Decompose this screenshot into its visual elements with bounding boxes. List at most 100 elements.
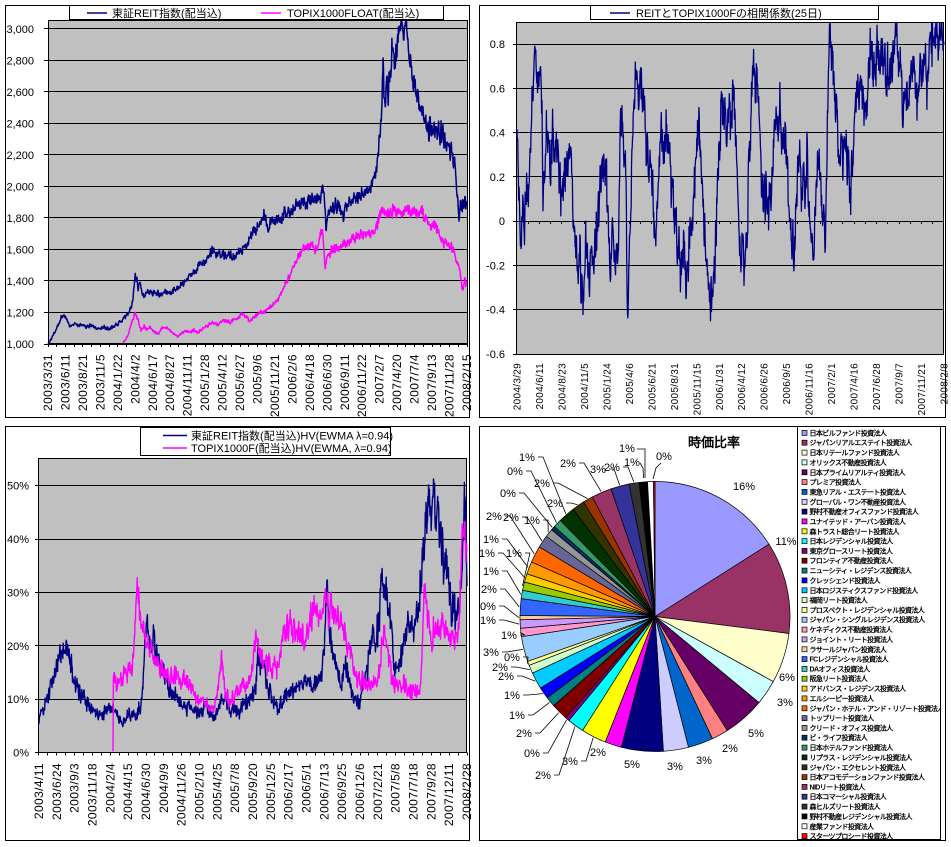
svg-text:3%: 3% bbox=[696, 755, 712, 767]
svg-text:2004/11/11: 2004/11/11 bbox=[181, 354, 195, 416]
svg-text:2005/9/6: 2005/9/6 bbox=[251, 354, 265, 404]
svg-text:2004/8/27: 2004/8/27 bbox=[163, 354, 177, 411]
svg-text:阪急リート投資法人: 阪急リート投資法人 bbox=[810, 674, 869, 683]
svg-text:2006/12/6: 2006/12/6 bbox=[353, 763, 367, 820]
svg-text:2006/5/1: 2006/5/1 bbox=[300, 763, 314, 813]
svg-text:2004/3/29: 2004/3/29 bbox=[513, 363, 524, 410]
svg-text:日本コマーシャル投資法人: 日本コマーシャル投資法人 bbox=[810, 792, 888, 801]
svg-text:2004/11/26: 2004/11/26 bbox=[175, 763, 189, 826]
svg-text:-0.6: -0.6 bbox=[486, 349, 505, 361]
svg-text:時価比率: 時価比率 bbox=[688, 435, 740, 450]
svg-text:2005/8/31: 2005/8/31 bbox=[670, 363, 681, 410]
svg-text:ジャパン・ホテル・アンド・リゾート投資法人: ジャパン・ホテル・アンド・リゾート投資法人 bbox=[810, 704, 946, 713]
svg-text:野村不動産レジデンシャル投資法人: 野村不動産レジデンシャル投資法人 bbox=[810, 812, 914, 821]
svg-text:2%: 2% bbox=[486, 511, 502, 523]
svg-text:2005/1/24: 2005/1/24 bbox=[602, 363, 613, 410]
svg-text:1%: 1% bbox=[619, 443, 635, 455]
svg-text:2007/11/28: 2007/11/28 bbox=[443, 354, 457, 417]
svg-text:2%: 2% bbox=[560, 458, 576, 470]
svg-text:ジャパンリアルエステイト投資法人: ジャパンリアルエステイト投資法人 bbox=[810, 438, 914, 447]
svg-text:2007/11/21: 2007/11/21 bbox=[917, 363, 928, 415]
svg-text:2%: 2% bbox=[547, 498, 563, 510]
svg-text:2,400: 2,400 bbox=[6, 118, 34, 130]
svg-text:2%: 2% bbox=[492, 662, 508, 674]
svg-text:グローバル・ワン不動産投資法人: グローバル・ワン不動産投資法人 bbox=[810, 497, 908, 506]
svg-text:2004/4/15: 2004/4/15 bbox=[121, 763, 135, 820]
svg-text:0.2: 0.2 bbox=[490, 172, 505, 184]
svg-text:2005/7/8: 2005/7/8 bbox=[228, 763, 242, 813]
svg-text:2007/9/13: 2007/9/13 bbox=[425, 354, 439, 411]
svg-text:プロスペクト・レジデンシャル投資法人: プロスペクト・レジデンシャル投資法人 bbox=[810, 605, 926, 614]
svg-text:1%: 1% bbox=[479, 548, 495, 560]
svg-text:0%: 0% bbox=[500, 488, 516, 500]
svg-text:2007/2/1: 2007/2/1 bbox=[827, 363, 838, 404]
svg-text:2007/6/28: 2007/6/28 bbox=[872, 363, 883, 410]
svg-text:2005/4/25: 2005/4/25 bbox=[210, 763, 224, 820]
svg-text:2006/2/6: 2006/2/6 bbox=[285, 354, 299, 404]
svg-text:2004/6/17: 2004/6/17 bbox=[146, 354, 160, 411]
svg-text:0%: 0% bbox=[480, 601, 496, 613]
svg-text:ラサールジャパン投資法人: ラサールジャパン投資法人 bbox=[810, 645, 888, 654]
svg-text:1%: 1% bbox=[480, 615, 496, 627]
svg-text:1%: 1% bbox=[506, 548, 522, 560]
svg-text:日本レジデンシャル投資法人: 日本レジデンシャル投資法人 bbox=[810, 537, 895, 546]
svg-text:2004/2/4: 2004/2/4 bbox=[103, 763, 117, 813]
svg-text:ジョイント・リート投資法人: ジョイント・リート投資法人 bbox=[810, 635, 895, 644]
svg-text:ジャパン・エクセレント投資法人: ジャパン・エクセレント投資法人 bbox=[810, 763, 908, 772]
svg-text:2006/9/5: 2006/9/5 bbox=[782, 363, 793, 404]
svg-text:森ヒルズリート投資法人: 森ヒルズリート投資法人 bbox=[810, 802, 882, 811]
svg-text:1%: 1% bbox=[483, 566, 499, 578]
svg-text:2006/11/16: 2006/11/16 bbox=[805, 363, 816, 415]
svg-text:5%: 5% bbox=[748, 728, 764, 740]
svg-text:アドバンス・レジデンス投資法人: アドバンス・レジデンス投資法人 bbox=[810, 684, 908, 693]
svg-text:2,200: 2,200 bbox=[6, 150, 34, 162]
svg-text:2003/8/21: 2003/8/21 bbox=[76, 354, 90, 411]
svg-text:0%: 0% bbox=[507, 466, 523, 478]
svg-text:2005/12/5: 2005/12/5 bbox=[264, 763, 278, 820]
svg-text:3%: 3% bbox=[777, 697, 793, 709]
svg-text:REITとTOPIX1000Fの相関係数(25日): REITとTOPIX1000Fの相関係数(25日) bbox=[636, 7, 822, 20]
svg-text:2003/6/11: 2003/6/11 bbox=[59, 354, 73, 410]
svg-text:3%: 3% bbox=[562, 756, 578, 768]
svg-text:30%: 30% bbox=[7, 587, 29, 599]
svg-text:3%: 3% bbox=[483, 647, 499, 659]
svg-text:2007/4/16: 2007/4/16 bbox=[850, 363, 861, 410]
svg-text:2005/4/12: 2005/4/12 bbox=[216, 354, 230, 411]
svg-text:2004/6/30: 2004/6/30 bbox=[139, 763, 153, 820]
svg-text:ビ・ライフ投資法人: ビ・ライフ投資法人 bbox=[810, 733, 869, 742]
svg-text:2005/11/15: 2005/11/15 bbox=[692, 363, 703, 415]
svg-text:リプラス・レジデンシャル投資法人: リプラス・レジデンシャル投資法人 bbox=[810, 753, 914, 762]
svg-text:2003/9/3: 2003/9/3 bbox=[68, 763, 82, 813]
svg-text:トップリート投資法人: トップリート投資法人 bbox=[810, 714, 876, 723]
svg-text:2004/8/23: 2004/8/23 bbox=[557, 363, 568, 410]
svg-text:2006/2/17: 2006/2/17 bbox=[282, 763, 296, 820]
svg-text:-0.2: -0.2 bbox=[486, 261, 505, 273]
svg-text:2008/2/28: 2008/2/28 bbox=[460, 763, 474, 820]
svg-text:ケネディクス不動産投資法人: ケネディクス不動産投資法人 bbox=[810, 625, 894, 634]
svg-text:日本ロジスティクスファンド投資法人: 日本ロジスティクスファンド投資法人 bbox=[810, 586, 920, 595]
svg-text:2004/9/9: 2004/9/9 bbox=[157, 763, 171, 813]
svg-text:0%: 0% bbox=[656, 451, 672, 463]
svg-text:2006/4/18: 2006/4/18 bbox=[303, 354, 317, 411]
svg-text:2003/11/18: 2003/11/18 bbox=[86, 763, 100, 826]
svg-text:0%: 0% bbox=[524, 748, 540, 760]
svg-text:11%: 11% bbox=[775, 536, 796, 548]
svg-text:2006/6/30: 2006/6/30 bbox=[320, 354, 334, 411]
svg-text:3%: 3% bbox=[667, 761, 683, 773]
svg-text:クリード・オフィス投資法人: クリード・オフィス投資法人 bbox=[810, 723, 895, 732]
svg-text:2003/11/5: 2003/11/5 bbox=[93, 354, 107, 410]
svg-text:0.8: 0.8 bbox=[490, 39, 505, 51]
svg-text:福岡リート投資法人: 福岡リート投資法人 bbox=[809, 596, 869, 605]
svg-text:16%: 16% bbox=[733, 481, 755, 493]
svg-text:1%: 1% bbox=[524, 515, 540, 527]
svg-text:野村不動産オフィスファンド投資法人: 野村不動産オフィスファンド投資法人 bbox=[810, 507, 920, 516]
svg-text:東証REIT指数(配当込): 東証REIT指数(配当込) bbox=[112, 6, 221, 20]
svg-text:1%: 1% bbox=[624, 457, 640, 469]
svg-text:1,600: 1,600 bbox=[6, 245, 34, 257]
svg-text:東急リアル・エステート投資法人: 東急リアル・エステート投資法人 bbox=[810, 487, 908, 496]
svg-text:2007/9/28: 2007/9/28 bbox=[424, 763, 438, 820]
svg-text:2008/2/15: 2008/2/15 bbox=[460, 354, 474, 411]
svg-text:40%: 40% bbox=[7, 534, 29, 546]
svg-text:20%: 20% bbox=[7, 641, 29, 653]
svg-text:フロンティア不動産投資法人: フロンティア不動産投資法人 bbox=[810, 556, 894, 565]
